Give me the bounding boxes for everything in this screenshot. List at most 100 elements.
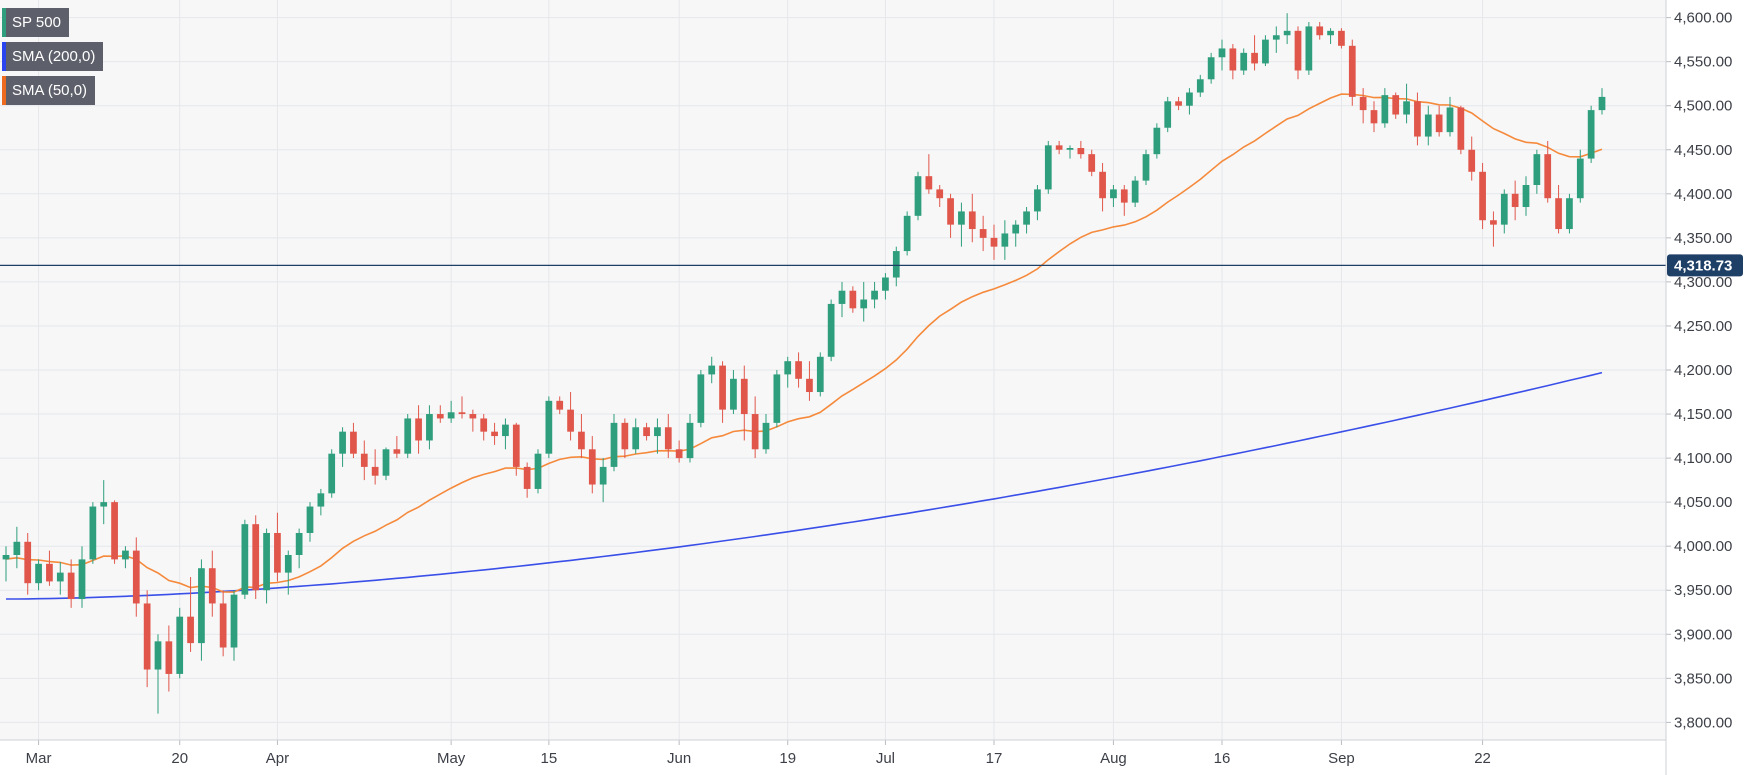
candle-body <box>697 374 705 423</box>
legend-item-sma50[interactable]: SMA (50,0) <box>2 76 96 105</box>
candle <box>67 559 75 608</box>
candle-body <box>1414 101 1421 137</box>
candle-body <box>2 555 10 560</box>
candle <box>1164 96 1172 133</box>
candle-body <box>1305 26 1313 71</box>
candle <box>1001 220 1009 260</box>
y-axis: 4,600.00 4,550.00 4,500.00 4,450.00 4,400.00… <box>1666 10 1732 731</box>
candle-body <box>958 211 965 225</box>
candle-body <box>773 374 781 423</box>
y-tick-label: 4,600.00 <box>1674 10 1732 27</box>
candle-body <box>274 532 281 573</box>
candle-body <box>827 303 835 357</box>
candle-body <box>1446 107 1454 133</box>
x-tick-label: Sep <box>1328 750 1355 767</box>
candle-body <box>654 427 661 437</box>
candle-body <box>1381 95 1389 124</box>
candle <box>795 352 802 388</box>
candle <box>404 414 412 459</box>
legend-swatch-sp500 <box>2 8 6 37</box>
candle <box>827 299 835 362</box>
candle-body <box>415 418 422 441</box>
candle-body <box>1240 52 1248 71</box>
candle-body <box>816 356 824 393</box>
candle <box>664 414 672 459</box>
legend-label-sma200: SMA (200,0) <box>12 48 96 65</box>
y-tick-label: 4,150.00 <box>1674 406 1732 423</box>
candle <box>708 356 716 384</box>
candle-body <box>1110 189 1117 199</box>
candle <box>719 361 726 423</box>
sma-50-line <box>5 93 1603 593</box>
candle <box>632 418 640 454</box>
candle-body <box>1012 224 1020 234</box>
candle-body <box>968 211 976 230</box>
candle-body <box>24 541 32 584</box>
candle-body <box>1468 149 1476 172</box>
last-price-line: 4,318.73 <box>0 254 1743 277</box>
candle <box>1566 193 1573 234</box>
candle <box>578 414 585 459</box>
candle <box>132 537 140 617</box>
candle <box>46 550 53 586</box>
legend-item-sp500[interactable]: SP 500 <box>2 8 69 37</box>
candle <box>1218 39 1226 71</box>
candle-body <box>556 400 564 410</box>
candle-body <box>1142 154 1150 181</box>
x-tick-label: 15 <box>541 750 558 767</box>
candle-body <box>317 493 325 507</box>
candle-body <box>675 449 683 459</box>
candle <box>903 211 911 256</box>
candle-body <box>1555 198 1562 230</box>
candle-body <box>523 466 531 489</box>
candle <box>154 634 162 714</box>
candle <box>512 422 520 476</box>
candle-body <box>1598 96 1606 111</box>
candle-body <box>512 424 520 467</box>
candle <box>621 418 629 459</box>
candle-body <box>1099 171 1106 199</box>
candle-body <box>241 524 249 595</box>
candle-body <box>784 361 792 375</box>
candle-body <box>1283 30 1291 36</box>
legend-item-sma200[interactable]: SMA (200,0) <box>2 42 104 71</box>
candle <box>1229 44 1237 80</box>
candle <box>78 546 86 608</box>
legend-swatch-sma200 <box>2 42 6 71</box>
candle <box>556 396 564 415</box>
candle-body <box>328 453 336 494</box>
candle <box>339 427 346 467</box>
candle-body <box>979 229 987 238</box>
candle-body <box>1066 148 1074 150</box>
candle-body <box>903 215 911 252</box>
candle-body <box>382 449 390 476</box>
candle <box>1457 105 1465 155</box>
candle <box>1196 74 1204 97</box>
candle <box>1403 83 1410 124</box>
candle-body <box>1131 180 1139 203</box>
candle <box>610 414 618 472</box>
candle-body <box>1120 189 1128 203</box>
candle-body <box>1001 233 1009 247</box>
candle <box>914 171 922 221</box>
candle <box>1338 28 1345 49</box>
y-tick-label: 4,550.00 <box>1674 54 1732 71</box>
candle-body <box>686 422 694 459</box>
candle-body <box>1218 48 1226 58</box>
candle <box>252 515 260 600</box>
candle-body <box>1262 39 1269 64</box>
candle-body <box>1229 48 1237 71</box>
candle-body <box>545 400 553 454</box>
candle <box>100 480 108 525</box>
candle-body <box>1186 92 1193 106</box>
x-tick-label: 19 <box>779 750 796 767</box>
candle <box>675 440 683 463</box>
candle-body <box>67 572 75 600</box>
candle <box>697 370 705 428</box>
candle <box>306 502 314 542</box>
x-tick-label: Jul <box>876 750 895 767</box>
candle-body <box>762 422 770 450</box>
candle <box>1034 185 1041 221</box>
y-tick-label: 4,500.00 <box>1674 98 1732 115</box>
